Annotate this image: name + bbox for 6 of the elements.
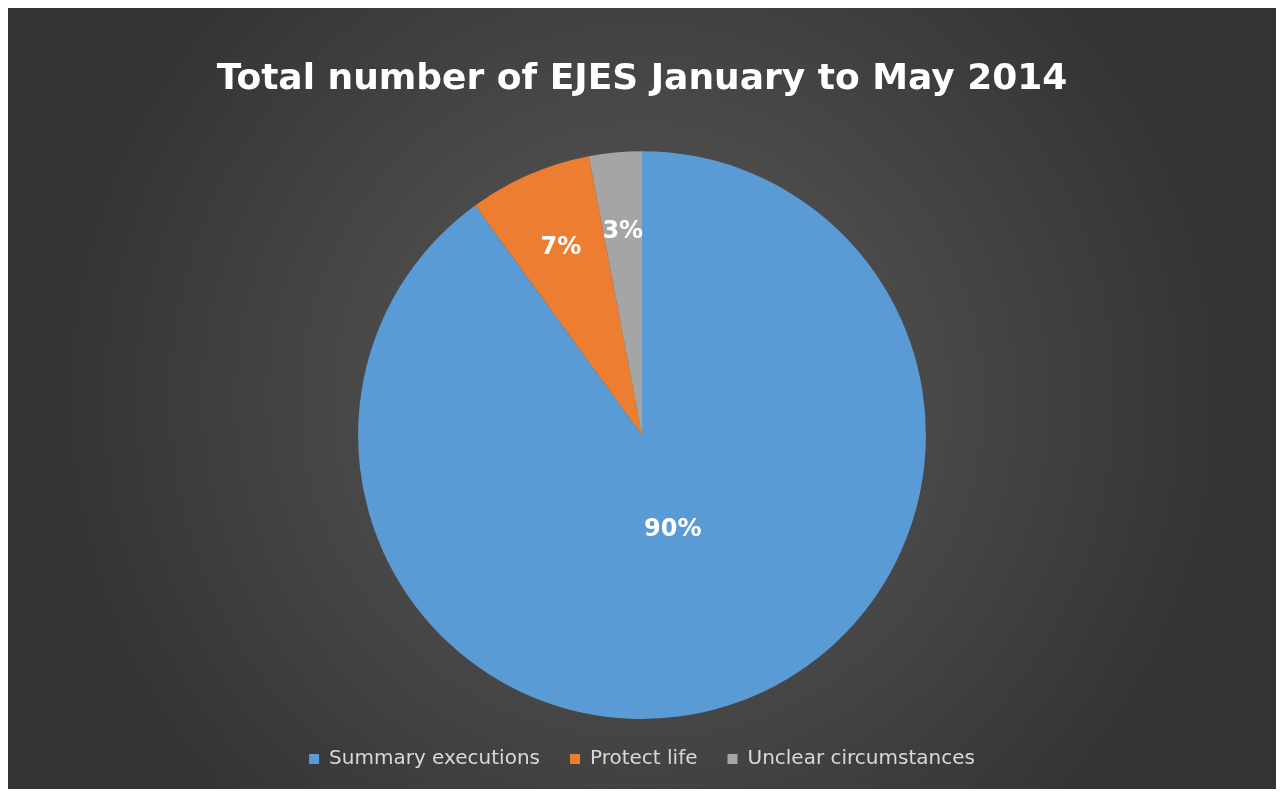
chart-title: Total number of EJES January to May 2014 bbox=[216, 55, 1068, 97]
legend-label: Protect life bbox=[589, 745, 698, 770]
legend-label: Unclear circumstances bbox=[747, 745, 975, 770]
data-label: 7% bbox=[540, 231, 582, 260]
data-label: 90% bbox=[643, 513, 702, 542]
legend-label: Summary executions bbox=[329, 745, 540, 770]
